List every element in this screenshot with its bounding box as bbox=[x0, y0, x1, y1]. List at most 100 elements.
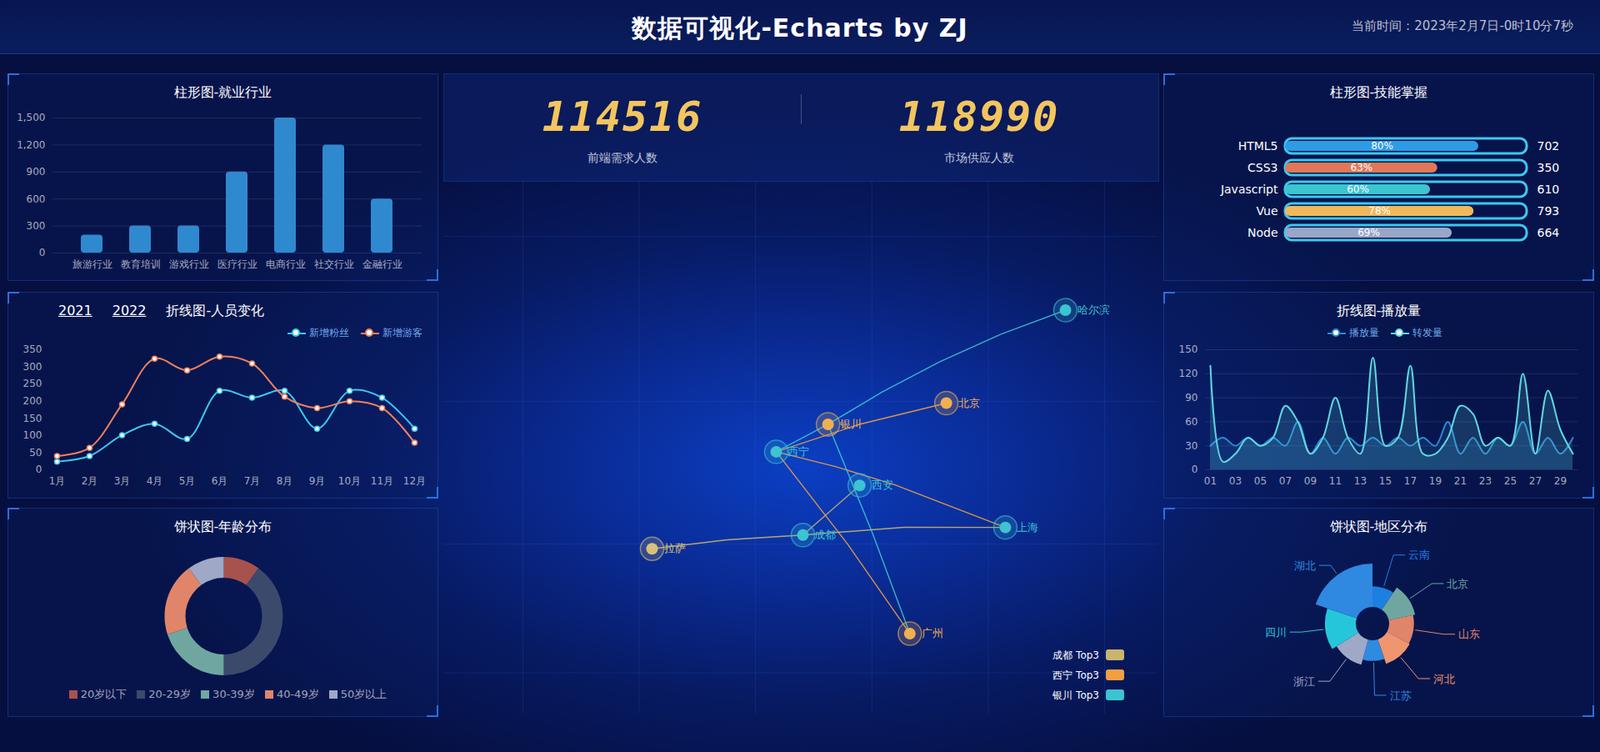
svg-text:63%: 63% bbox=[1350, 161, 1374, 174]
svg-text:5月: 5月 bbox=[179, 475, 196, 487]
svg-text:69%: 69% bbox=[1357, 226, 1380, 239]
svg-text:游戏行业: 游戏行业 bbox=[169, 258, 210, 270]
svg-text:19: 19 bbox=[1429, 475, 1442, 487]
html-text:市场供应人数: 市场供应人数 bbox=[944, 150, 1015, 165]
svg-text:成都: 成都 bbox=[814, 528, 836, 541]
svg-text:01: 01 bbox=[1204, 475, 1217, 487]
svg-text:23: 23 bbox=[1479, 475, 1492, 487]
svg-text:300: 300 bbox=[23, 360, 43, 373]
svg-text:Vue: Vue bbox=[1255, 204, 1278, 218]
svg-text:793: 793 bbox=[1537, 204, 1560, 218]
svg-text:200: 200 bbox=[23, 395, 43, 407]
svg-text:1,500: 1,500 bbox=[16, 111, 45, 124]
svg-text:09: 09 bbox=[1304, 475, 1317, 487]
svg-text:2月: 2月 bbox=[81, 475, 99, 487]
svg-text:0: 0 bbox=[39, 246, 46, 259]
svg-text:610: 610 bbox=[1537, 182, 1560, 196]
html-text:2021: 2021 bbox=[58, 302, 93, 319]
svg-text:03: 03 bbox=[1229, 475, 1242, 487]
html-text:118990: 118990 bbox=[898, 92, 1060, 141]
html-text:2022: 2022 bbox=[112, 302, 147, 319]
svg-text:1月: 1月 bbox=[49, 475, 66, 487]
svg-text:北京: 北京 bbox=[1446, 577, 1469, 590]
svg-text:Node: Node bbox=[1247, 225, 1279, 240]
html-text:当前时间：2023年2月7日-0时10分7秒: 当前时间：2023年2月7日-0时10分7秒 bbox=[1351, 18, 1574, 34]
svg-text:150: 150 bbox=[23, 412, 43, 425]
svg-text:900: 900 bbox=[26, 165, 46, 178]
svg-text:50: 50 bbox=[29, 446, 42, 459]
html-text:数据可视化-Echarts by ZJ: 数据可视化-Echarts by ZJ bbox=[632, 13, 968, 43]
svg-text:702: 702 bbox=[1537, 139, 1560, 153]
svg-text:30: 30 bbox=[1185, 440, 1198, 452]
svg-text:旅游行业: 旅游行业 bbox=[72, 258, 113, 270]
svg-text:上海: 上海 bbox=[1016, 520, 1039, 534]
svg-text:21: 21 bbox=[1454, 475, 1467, 487]
svg-text:60%: 60% bbox=[1346, 183, 1370, 195]
svg-text:600: 600 bbox=[26, 193, 46, 205]
html-text:饼状图-地区分布: 饼状图-地区分布 bbox=[1329, 518, 1428, 535]
svg-text:27: 27 bbox=[1529, 475, 1542, 487]
svg-text:350: 350 bbox=[1537, 160, 1560, 175]
svg-text:拉萨: 拉萨 bbox=[664, 541, 686, 555]
svg-text:浙江: 浙江 bbox=[1293, 675, 1315, 688]
svg-text:HTML5: HTML5 bbox=[1238, 139, 1279, 153]
svg-text:9月: 9月 bbox=[309, 475, 326, 487]
svg-text:0: 0 bbox=[1191, 463, 1199, 475]
html-text:折线图-人员变化: 折线图-人员变化 bbox=[166, 302, 265, 319]
html-text:折线图-播放量: 折线图-播放量 bbox=[1336, 302, 1422, 319]
html-text:114516: 114516 bbox=[542, 92, 703, 141]
svg-text:25: 25 bbox=[1504, 475, 1517, 487]
svg-text:12月: 12月 bbox=[403, 475, 426, 487]
svg-text:664: 664 bbox=[1537, 225, 1560, 240]
html-text:饼状图-年龄分布: 饼状图-年龄分布 bbox=[173, 518, 272, 535]
svg-text:250: 250 bbox=[23, 377, 43, 390]
svg-text:8月: 8月 bbox=[276, 475, 294, 487]
svg-text:广州: 广州 bbox=[921, 626, 944, 640]
svg-text:3月: 3月 bbox=[114, 475, 131, 487]
svg-text:CSS3: CSS3 bbox=[1247, 160, 1278, 175]
svg-text:6月: 6月 bbox=[211, 475, 229, 487]
svg-text:西宁: 西宁 bbox=[787, 445, 810, 458]
svg-text:60: 60 bbox=[1185, 415, 1198, 428]
svg-text:29: 29 bbox=[1554, 475, 1567, 487]
svg-text:四川: 四川 bbox=[1265, 625, 1287, 639]
svg-text:教育培训: 教育培训 bbox=[120, 258, 161, 270]
svg-text:4月: 4月 bbox=[146, 475, 164, 487]
html-text:柱形图-就业行业: 柱形图-就业行业 bbox=[173, 84, 272, 100]
svg-text:银川: 银川 bbox=[839, 417, 862, 430]
svg-text:13: 13 bbox=[1354, 475, 1367, 487]
svg-text:0: 0 bbox=[35, 463, 43, 475]
html-text:前端需求人数: 前端需求人数 bbox=[587, 150, 658, 165]
svg-text:Javascript: Javascript bbox=[1220, 182, 1279, 196]
svg-text:07: 07 bbox=[1279, 475, 1292, 487]
svg-text:1,200: 1,200 bbox=[16, 139, 45, 151]
svg-text:120: 120 bbox=[1179, 367, 1199, 380]
svg-text:医疗行业: 医疗行业 bbox=[217, 258, 258, 270]
svg-text:11: 11 bbox=[1329, 475, 1342, 487]
svg-text:11月: 11月 bbox=[370, 475, 394, 487]
svg-text:90: 90 bbox=[1185, 391, 1198, 404]
svg-text:350: 350 bbox=[23, 343, 43, 355]
svg-text:80%: 80% bbox=[1370, 140, 1394, 152]
svg-text:100: 100 bbox=[23, 429, 43, 441]
svg-text:78%: 78% bbox=[1368, 205, 1391, 217]
svg-text:05: 05 bbox=[1254, 475, 1267, 487]
svg-text:河北: 河北 bbox=[1433, 672, 1455, 685]
svg-text:云南: 云南 bbox=[1408, 548, 1430, 561]
svg-text:7月: 7月 bbox=[244, 475, 261, 487]
svg-text:哈尔滨: 哈尔滨 bbox=[1077, 303, 1110, 316]
svg-text:湖北: 湖北 bbox=[1294, 559, 1316, 572]
svg-text:电商行业: 电商行业 bbox=[265, 258, 306, 270]
svg-text:15: 15 bbox=[1379, 475, 1392, 487]
svg-text:西安: 西安 bbox=[871, 478, 894, 491]
svg-text:150: 150 bbox=[1179, 343, 1199, 355]
svg-text:300: 300 bbox=[26, 220, 46, 232]
svg-text:山东: 山东 bbox=[1458, 627, 1480, 640]
svg-text:17: 17 bbox=[1404, 475, 1417, 487]
svg-text:北京: 北京 bbox=[958, 396, 980, 410]
svg-text:10月: 10月 bbox=[338, 475, 361, 487]
svg-text:社交行业: 社交行业 bbox=[314, 258, 355, 270]
html-text:柱形图-技能掌握: 柱形图-技能掌握 bbox=[1329, 84, 1428, 100]
svg-text:江苏: 江苏 bbox=[1390, 689, 1412, 702]
svg-text:金融行业: 金融行业 bbox=[362, 258, 403, 270]
